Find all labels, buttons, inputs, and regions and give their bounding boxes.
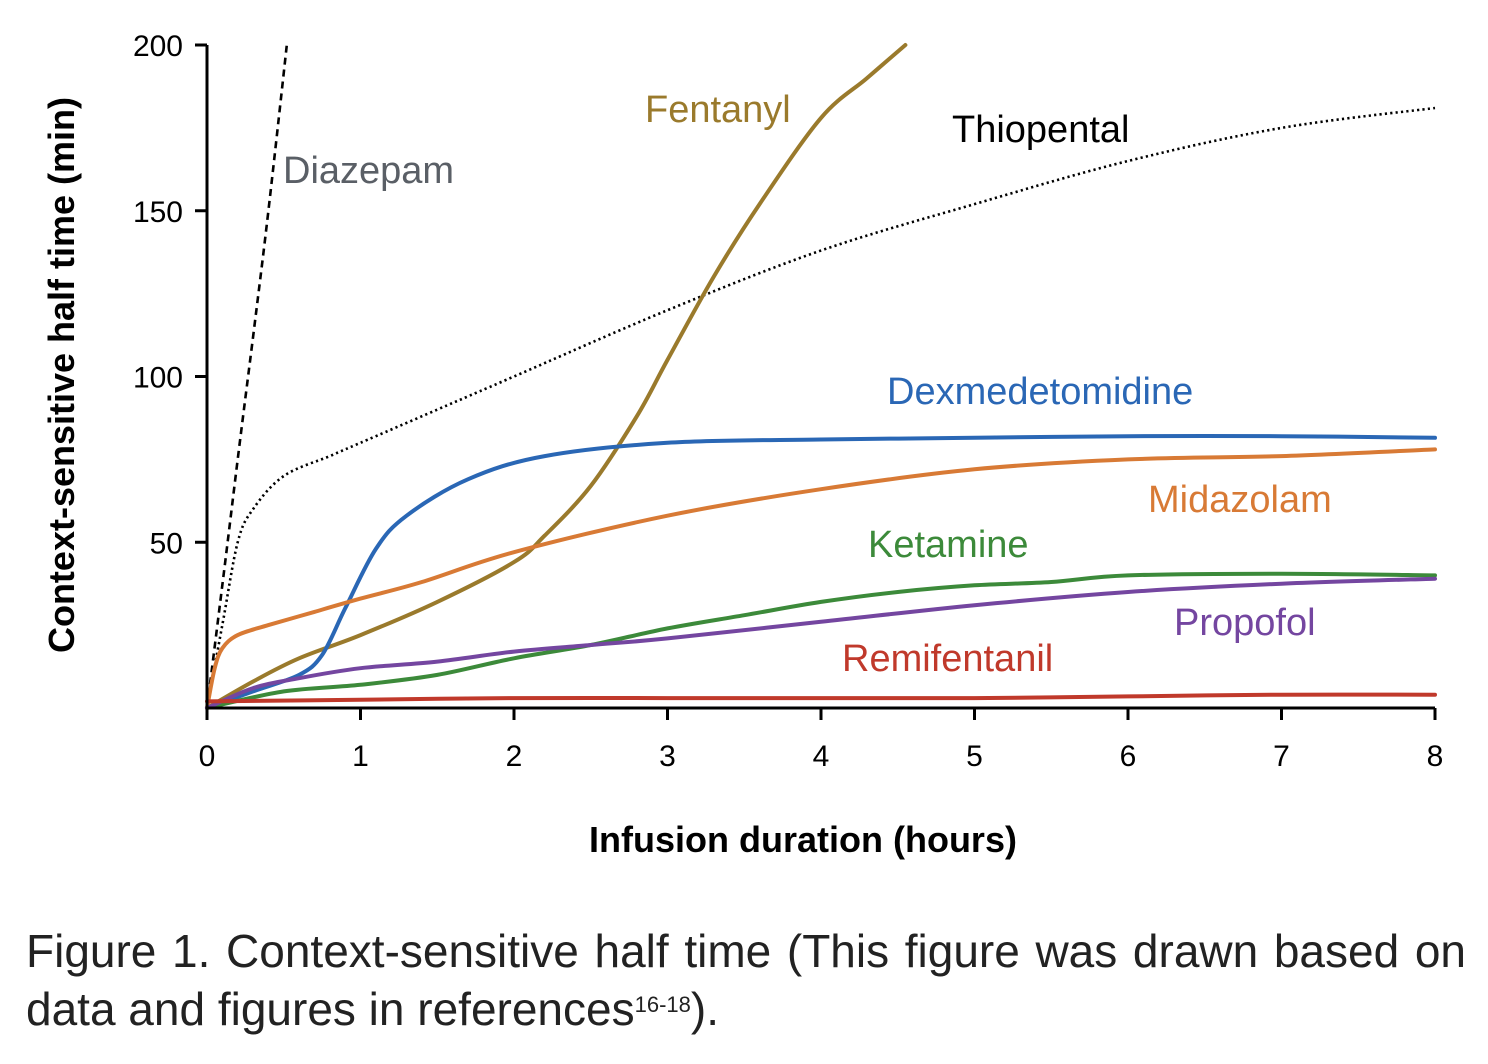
figure-caption: Figure 1. Context-sensitive half time (T… — [26, 922, 1466, 1038]
x-tick-label: 6 — [1120, 740, 1137, 773]
y-axis-title: Context-sensitive half time (min) — [41, 97, 82, 653]
caption-text: Figure 1. Context-sensitive half time (T… — [26, 925, 1466, 1035]
series-label-diazepam: Diazepam — [283, 150, 454, 192]
series-label-remifentanil: Remifentanil — [842, 638, 1053, 680]
caption-superscript: 16-18 — [634, 992, 691, 1017]
y-tick-label: 100 — [133, 362, 183, 395]
x-tick-label: 1 — [352, 740, 369, 773]
series-label-propofol: Propofol — [1174, 602, 1316, 644]
x-tick-label: 7 — [1273, 740, 1290, 773]
series-layer — [205, 43, 1437, 710]
series-line-ketamine — [205, 571, 1437, 710]
x-tick-label: 3 — [659, 740, 676, 773]
series-line-midazolam — [205, 447, 1437, 710]
x-axis-title: Infusion duration (hours) — [589, 819, 1017, 860]
series-line-dexmedetomidine — [205, 433, 1437, 710]
series-label-fentanyl: Fentanyl — [645, 89, 791, 131]
series-label-thiopental: Thiopental — [952, 109, 1129, 151]
labels-layer: Diazepam Thiopental Fentanyl Dexmedetomidin… — [283, 89, 1332, 680]
caption-suffix: ). — [690, 983, 719, 1035]
series-line-remifentanil — [205, 692, 1437, 704]
series-line-fentanyl — [205, 43, 908, 710]
x-tick-label: 0 — [199, 740, 216, 773]
x-tick-label: 4 — [813, 740, 830, 773]
axes-layer: 50 100 150 200 0 1 2 3 4 5 6 7 8 — [133, 30, 1443, 773]
y-tick-label: 200 — [133, 30, 183, 63]
x-tick-label: 5 — [966, 740, 983, 773]
y-tick-label: 50 — [150, 527, 183, 560]
series-label-midazolam: Midazolam — [1148, 479, 1332, 521]
x-tick-label: 2 — [506, 740, 523, 773]
x-tick-label: 8 — [1427, 740, 1444, 773]
y-tick-label: 150 — [133, 196, 183, 229]
series-label-ketamine: Ketamine — [868, 524, 1029, 566]
series-line-propofol — [205, 576, 1437, 710]
chart: 50 100 150 200 0 1 2 3 4 5 6 7 8 Diazepam Thiopental F… — [41, 30, 1443, 860]
series-label-dexmedetomidine: Dexmedetomidine — [887, 371, 1193, 413]
series-line-diazepam — [205, 44, 289, 709]
